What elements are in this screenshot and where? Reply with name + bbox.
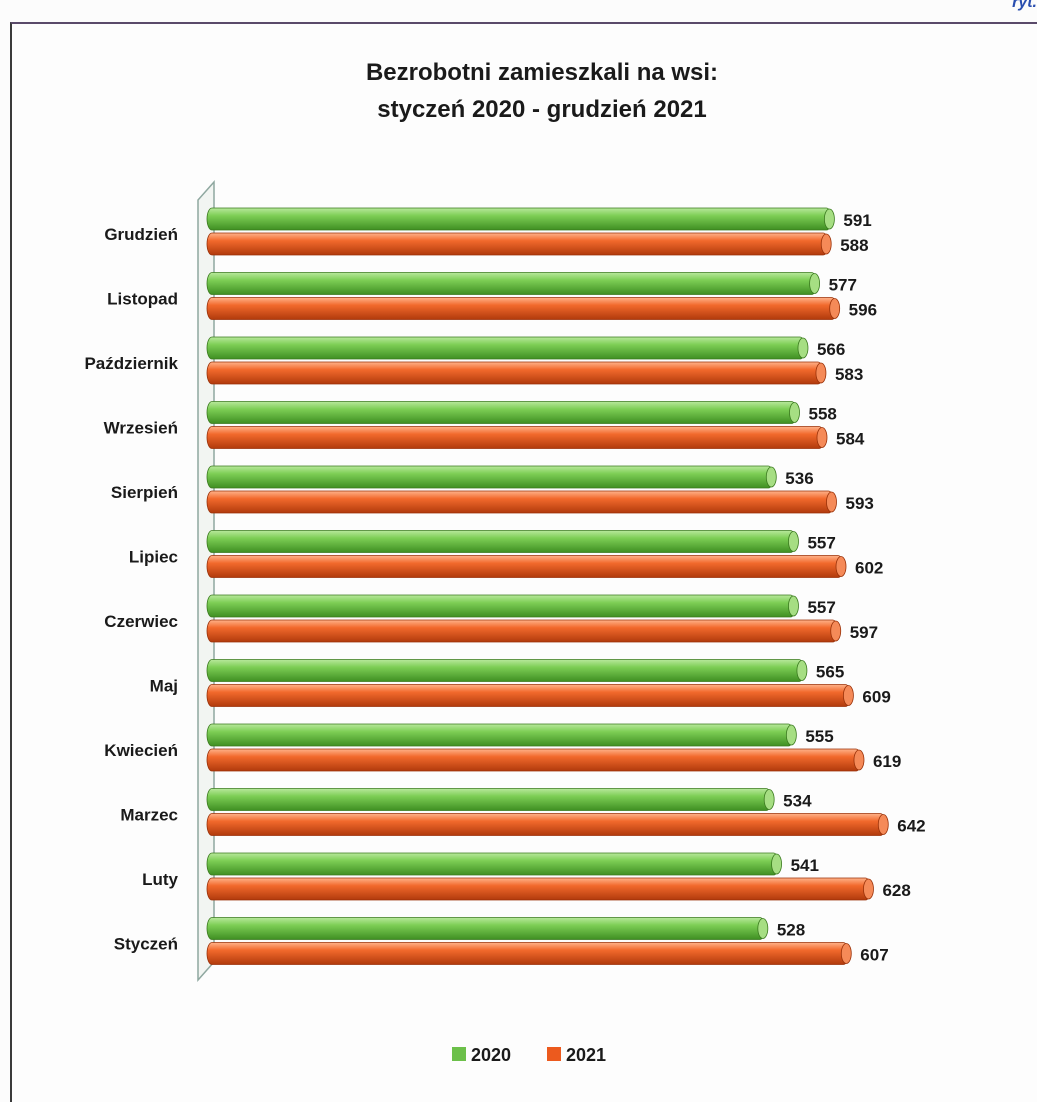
data-label: 593 [846,494,874,513]
bar-2021 [206,748,862,772]
category-label: Sierpień [111,483,178,502]
category-label: Marzec [120,806,178,825]
bar-2021 [206,232,829,256]
data-label: 566 [817,340,845,359]
data-label: 555 [805,727,833,746]
bars-layer: Grudzień 591 588 Listopad 577 596 Październik 5… [84,207,926,965]
bar-end-cap [796,660,808,681]
legend-swatch-2021 [547,1047,561,1061]
bar-end-cap [843,685,854,706]
category-label: Grudzień [104,225,178,244]
category-label: Czerwiec [104,612,178,631]
category-label: Styczeń [114,935,178,954]
bar-2021 [206,426,825,449]
data-label: 558 [809,405,837,424]
category-label: Wrzesień [104,419,178,438]
bar-end-cap [763,789,775,810]
bar-end-cap [835,556,847,577]
data-label: 628 [882,881,910,900]
bar-2021 [206,684,851,707]
data-label: 584 [836,430,865,449]
data-label: 528 [777,921,805,940]
data-label: 565 [816,663,844,682]
data-label: 619 [873,752,901,771]
category-label: Maj [150,677,178,696]
bar-end-cap [829,298,841,319]
bar-2021 [206,361,824,385]
bar-2020 [206,788,772,811]
bar-end-cap [823,208,835,230]
bar-end-cap [830,620,842,642]
legend: 2020 2021 [452,1045,606,1065]
data-label: 602 [855,559,883,578]
data-label: 534 [783,792,812,811]
data-label: 607 [860,946,888,965]
bar-end-cap [789,402,800,423]
bar-end-cap [785,724,797,746]
bar-2021 [206,942,849,965]
data-label: 609 [862,688,890,707]
bar-end-cap [863,878,874,900]
category-label: Kwiecień [104,741,178,760]
data-label: 557 [807,598,835,617]
data-label: 583 [835,365,863,384]
bar-end-cap [771,853,782,875]
bar-2020 [206,401,797,424]
bar-2020 [206,594,796,618]
bar-2021 [206,490,834,514]
bar-end-cap [757,918,769,939]
bar-end-cap [826,491,837,513]
category-label: Październik [84,354,178,373]
data-label: 591 [843,211,871,230]
bar-end-cap [840,943,852,964]
bar-end-cap [797,337,809,359]
data-label: 642 [897,817,925,836]
bar-2020 [206,723,794,747]
data-label: 597 [850,623,878,642]
bar-end-cap [816,427,828,448]
chart-title: Bezrobotni zamieszkali na wsi: [366,59,718,86]
bar-end-cap [815,362,827,384]
bar-2020 [206,530,796,553]
legend-label-2020: 2020 [471,1045,511,1065]
bar-2021 [206,813,886,836]
bar-end-cap [853,749,865,771]
bar-end-cap [820,233,832,255]
bar-2021 [206,297,838,320]
legend-swatch-2020 [452,1047,466,1061]
bar-2020 [206,272,818,295]
chart-subtitle: styczeń 2020 - grudzień 2021 [377,96,706,123]
data-label: 588 [840,236,868,255]
category-label: Lipiec [129,548,178,567]
bar-2020 [206,465,774,489]
category-label: Listopad [107,290,178,309]
bar-end-cap [877,814,889,835]
page-corner-text: ryt. [1012,0,1037,11]
category-label: Luty [142,870,178,889]
bar-2020 [206,336,806,360]
bar-end-cap [788,531,799,552]
bar-2020 [206,852,779,876]
bar-2020 [206,659,805,682]
data-label: 541 [791,856,819,875]
bar-2021 [206,555,844,578]
data-label: 596 [849,301,877,320]
bar-end-cap [809,273,821,294]
bar-2020 [206,917,766,940]
bar-2021 [206,619,839,643]
bar-end-cap [788,595,799,617]
data-label: 536 [785,469,813,488]
data-label: 557 [807,534,835,553]
legend-label-2021: 2021 [566,1045,606,1065]
data-label: 577 [829,276,857,295]
bar-2021 [206,877,871,901]
bar-end-cap [765,466,777,488]
bar-2020 [206,207,832,231]
